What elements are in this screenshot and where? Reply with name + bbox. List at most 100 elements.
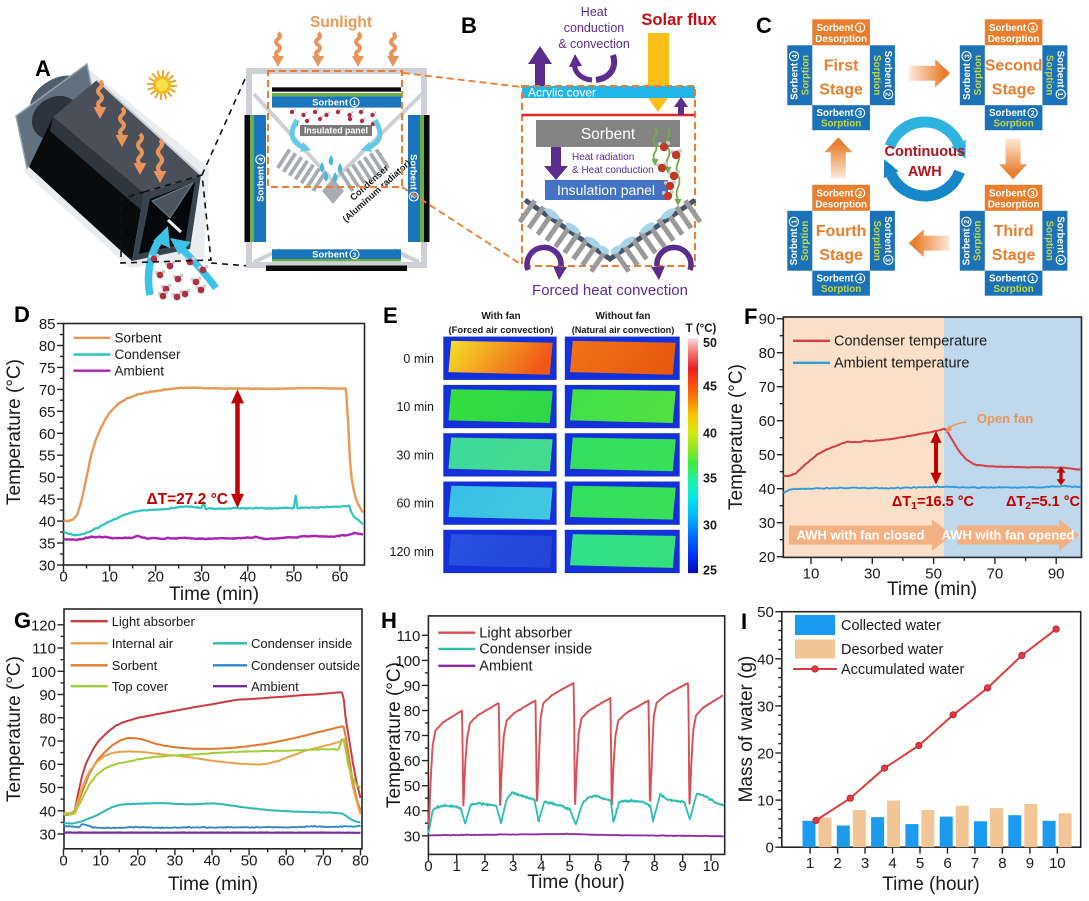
svg-text:1: 1 <box>353 100 357 107</box>
svg-text:AWH with fan closed: AWH with fan closed <box>797 528 925 543</box>
svg-text:Top cover: Top cover <box>112 679 169 694</box>
svg-text:Sorbent: Sorbent <box>312 250 349 261</box>
svg-text:4: 4 <box>858 275 862 283</box>
svg-text:30: 30 <box>39 558 56 575</box>
svg-text:80: 80 <box>39 710 56 727</box>
svg-text:Temperature (°C): Temperature (°C) <box>4 359 25 505</box>
svg-text:First: First <box>824 57 859 74</box>
svg-text:Sorption: Sorption <box>993 119 1033 130</box>
svg-text:Condenser outside: Condenser outside <box>251 658 360 673</box>
svg-text:Condenser temperature: Condenser temperature <box>834 334 987 350</box>
svg-text:5: 5 <box>566 858 574 875</box>
svg-text:20: 20 <box>759 549 776 566</box>
svg-text:65: 65 <box>39 404 56 421</box>
svg-text:Sorption: Sorption <box>973 221 984 261</box>
svg-text:1: 1 <box>858 24 862 32</box>
svg-text:3: 3 <box>353 252 357 259</box>
svg-text:120 min: 120 min <box>390 545 435 559</box>
svg-text:Condenser: Condenser <box>115 347 182 362</box>
svg-text:50: 50 <box>757 604 774 621</box>
svg-text:Stage: Stage <box>992 81 1036 98</box>
svg-text:Sorbent: Sorbent <box>789 228 800 266</box>
svg-text:70: 70 <box>404 728 421 745</box>
svg-text:8: 8 <box>998 855 1006 872</box>
svg-text:70: 70 <box>987 565 1004 582</box>
svg-text:Sorption: Sorption <box>871 221 882 261</box>
svg-text:A: A <box>35 56 51 81</box>
svg-text:Forced heat convection: Forced heat convection <box>532 282 688 299</box>
svg-text:Second: Second <box>985 57 1043 74</box>
svg-text:Sorption: Sorption <box>1043 55 1054 95</box>
svg-text:50: 50 <box>404 778 421 795</box>
svg-text:30: 30 <box>193 569 210 586</box>
svg-text:Sorption: Sorption <box>993 284 1033 295</box>
svg-text:Sorbent: Sorbent <box>115 331 163 346</box>
svg-text:Sorbent: Sorbent <box>882 51 893 89</box>
svg-text:60: 60 <box>404 753 421 770</box>
svg-text:110: 110 <box>396 628 420 645</box>
svg-text:Sorbent: Sorbent <box>817 23 855 34</box>
svg-text:35: 35 <box>703 472 717 486</box>
svg-text:60: 60 <box>39 426 56 443</box>
svg-text:1: 1 <box>806 855 814 872</box>
svg-text:30: 30 <box>757 698 774 715</box>
svg-text:ΔT1=16.5 °C: ΔT1=16.5 °C <box>892 494 975 512</box>
svg-text:60: 60 <box>39 757 56 774</box>
svg-text:5: 5 <box>916 855 924 872</box>
svg-text:Stage: Stage <box>819 81 863 98</box>
svg-text:F: F <box>744 304 757 329</box>
svg-text:1: 1 <box>453 858 461 875</box>
svg-text:Insulated panel: Insulated panel <box>304 126 368 136</box>
svg-text:10: 10 <box>703 858 720 875</box>
svg-text:6: 6 <box>943 855 951 872</box>
svg-text:Sorption: Sorption <box>973 55 984 95</box>
svg-text:50: 50 <box>39 470 56 487</box>
svg-text:30: 30 <box>404 828 421 845</box>
svg-text:0: 0 <box>59 852 67 869</box>
svg-text:Sorbent: Sorbent <box>1055 216 1066 254</box>
svg-text:40: 40 <box>759 481 776 498</box>
svg-text:Sorbent: Sorbent <box>112 658 158 673</box>
svg-text:T (°C): T (°C) <box>686 323 717 335</box>
svg-text:Sorbent: Sorbent <box>989 108 1027 119</box>
svg-text:10: 10 <box>101 569 118 586</box>
svg-text:Heat radiation: Heat radiation <box>572 152 634 163</box>
svg-text:3: 3 <box>861 855 869 872</box>
svg-text:3: 3 <box>1031 190 1035 198</box>
svg-text:ΔT=27.2 °C: ΔT=27.2 °C <box>146 491 228 508</box>
svg-text:3: 3 <box>963 54 971 58</box>
svg-text:conduction: conduction <box>564 21 625 35</box>
svg-text:Internal air: Internal air <box>112 636 174 651</box>
svg-text:Stage: Stage <box>992 247 1036 264</box>
svg-text:50: 50 <box>703 336 717 350</box>
svg-text:2: 2 <box>883 92 891 96</box>
svg-text:Desorption: Desorption <box>815 34 867 45</box>
svg-text:1: 1 <box>1031 275 1035 283</box>
svg-text:Ambient: Ambient <box>251 679 299 694</box>
svg-text:4: 4 <box>888 855 896 872</box>
svg-text:Sorbent: Sorbent <box>817 108 855 119</box>
svg-text:10: 10 <box>92 852 109 869</box>
svg-text:Sorbent: Sorbent <box>789 62 800 100</box>
svg-text:3: 3 <box>509 858 517 875</box>
svg-text:Time (hour): Time (hour) <box>527 872 624 893</box>
svg-text:2: 2 <box>1031 110 1035 118</box>
svg-text:10 min: 10 min <box>396 400 434 414</box>
svg-text:80: 80 <box>352 852 369 869</box>
svg-text:80: 80 <box>39 338 56 355</box>
svg-text:2: 2 <box>858 190 862 198</box>
svg-text:Sorbent: Sorbent <box>817 188 855 199</box>
svg-text:2: 2 <box>409 195 416 199</box>
svg-text:45: 45 <box>39 492 56 509</box>
svg-text:Temperature (°C): Temperature (°C) <box>4 656 25 802</box>
svg-text:Solar flux: Solar flux <box>641 11 717 29</box>
svg-text:With fan: With fan <box>481 311 520 322</box>
svg-text:0: 0 <box>765 840 773 857</box>
svg-text:I: I <box>741 609 747 634</box>
svg-text:9: 9 <box>679 858 687 875</box>
svg-text:Without fan: Without fan <box>596 311 651 322</box>
svg-text:3: 3 <box>858 110 862 118</box>
svg-text:55: 55 <box>39 448 56 465</box>
svg-text:10: 10 <box>1049 855 1066 872</box>
svg-text:30 min: 30 min <box>396 448 434 462</box>
